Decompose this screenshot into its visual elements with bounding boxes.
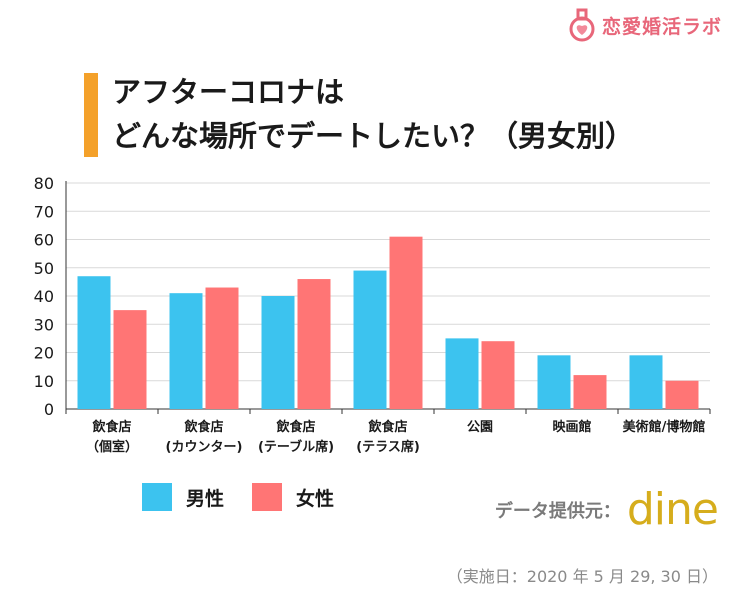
x-tick-label: 飲食店 xyxy=(91,419,131,435)
bar-female xyxy=(297,279,331,409)
bar-female xyxy=(113,310,147,409)
x-tick-label: （個室） xyxy=(86,439,138,455)
bar-female xyxy=(205,287,239,409)
y-tick-label: 40 xyxy=(34,287,54,306)
x-tick-label: 美術館/博物館 xyxy=(623,419,706,435)
survey-date-note: （実施日：2020 年 5 月 29, 30 日） xyxy=(446,567,718,586)
source-label: データ提供元： xyxy=(494,501,621,522)
title-line-2: どんな場所でデートしたい？（男女別） xyxy=(112,119,635,153)
x-tick-label: (テーブル席) xyxy=(258,439,334,455)
legend-label-male: 男性 xyxy=(186,487,225,510)
y-tick-label: 0 xyxy=(44,400,54,419)
dine-logo: dine xyxy=(626,484,719,535)
title-line-1: アフターコロナは xyxy=(112,75,345,109)
bar-female xyxy=(389,236,423,409)
x-tick-label: (テラス席) xyxy=(356,439,420,455)
y-tick-label: 60 xyxy=(34,231,54,250)
x-tick-label: 飲食店 xyxy=(183,419,223,435)
legend-swatch-female xyxy=(252,483,283,511)
brand-name: 恋愛婚活ラボ xyxy=(601,15,722,38)
bar-male xyxy=(629,355,663,409)
x-tick-label: 映画館 xyxy=(552,419,591,435)
y-tick-label: 30 xyxy=(34,315,54,334)
bar-male xyxy=(353,270,387,409)
bar-male xyxy=(445,338,479,409)
brand-logo: 恋愛婚活ラボ xyxy=(568,8,722,42)
x-tick-label: (カウンター) xyxy=(166,440,243,455)
legend-label-female: 女性 xyxy=(296,487,335,510)
bar-female xyxy=(481,341,515,409)
legend-swatch-male xyxy=(142,483,172,511)
chart-legend: 男性 女性 xyxy=(142,483,334,511)
x-tick-label: 飲食店 xyxy=(367,419,407,435)
flask-heart-icon xyxy=(568,8,596,42)
data-source: データ提供元： dine xyxy=(494,484,719,535)
y-tick-label: 80 xyxy=(34,174,54,193)
y-tick-label: 50 xyxy=(34,259,54,278)
bar-male xyxy=(77,276,111,409)
bar-female xyxy=(665,380,699,409)
bar-male xyxy=(537,355,571,409)
legend-item-female: 女性 xyxy=(252,483,334,511)
legend-item-male: 男性 xyxy=(142,483,224,511)
page-title: アフターコロナは どんな場所でデートしたい？（男女別） xyxy=(112,70,634,158)
title-accent-bar xyxy=(84,73,98,157)
bar-male xyxy=(261,296,295,409)
y-tick-label: 70 xyxy=(34,202,54,221)
bar-female xyxy=(573,375,607,409)
x-tick-label: 飲食店 xyxy=(275,419,315,435)
y-tick-label: 10 xyxy=(34,372,54,391)
y-tick-label: 20 xyxy=(34,344,54,363)
bar-male xyxy=(169,293,203,409)
x-tick-label: 公園 xyxy=(467,419,493,435)
